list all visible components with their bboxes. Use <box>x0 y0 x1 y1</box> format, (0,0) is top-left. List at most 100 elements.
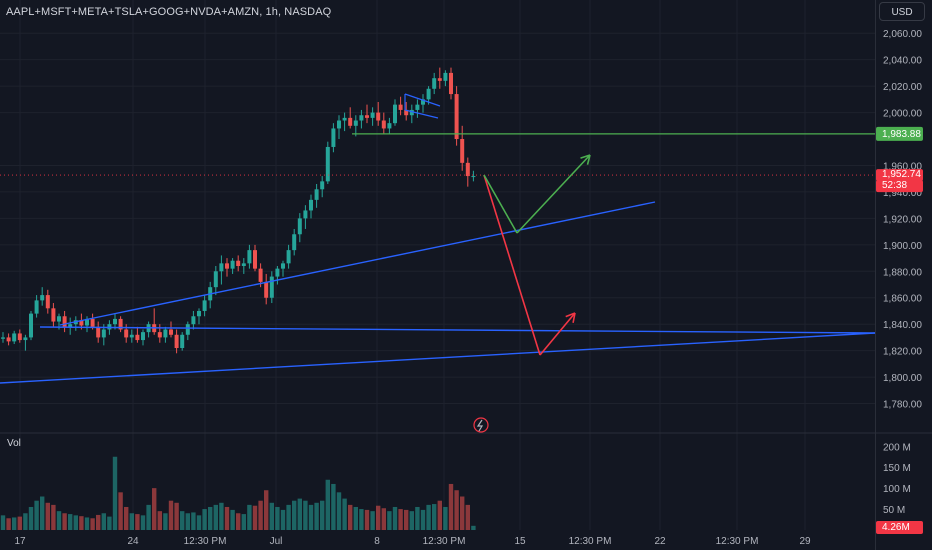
volume-bar <box>180 511 185 530</box>
volume-bar <box>140 515 146 530</box>
candle-body <box>202 300 207 311</box>
volume-bar <box>124 506 129 530</box>
volume-bar <box>213 504 218 530</box>
volume-bar <box>342 498 347 530</box>
candle-body <box>421 99 425 105</box>
candle-body <box>62 316 67 327</box>
candle-body <box>40 295 45 301</box>
candle-body <box>85 318 89 326</box>
price-tick-label: 1,900.00 <box>883 241 922 252</box>
candle-body <box>443 72 448 81</box>
volume-bar <box>68 514 73 530</box>
volume-bar <box>112 456 118 530</box>
candle-body <box>432 78 437 89</box>
volume-bar <box>168 500 174 530</box>
volume-bar <box>387 511 392 530</box>
volume-bar <box>135 514 140 530</box>
candle-body <box>320 181 325 190</box>
time-tick-label: 17 <box>14 536 26 547</box>
candle-body <box>303 210 308 219</box>
candle-body <box>415 104 420 110</box>
candle-body <box>163 329 168 338</box>
volume-bar <box>224 506 230 530</box>
candle-body <box>359 115 364 121</box>
volume-bar <box>404 509 409 530</box>
candle-body <box>68 324 73 327</box>
projection-arrow-green-head <box>586 154 591 165</box>
candle-body <box>124 329 129 338</box>
volume-bars <box>0 456 476 530</box>
candle-body <box>191 316 196 325</box>
volume-bar <box>90 518 95 530</box>
candle-body <box>460 139 465 163</box>
volume-bar <box>219 502 224 530</box>
price-badge-red <box>876 169 923 182</box>
trend-line <box>39 326 876 334</box>
candle-body <box>269 276 274 298</box>
volume-bar <box>269 502 274 530</box>
time-tick-label: Jul <box>270 536 283 547</box>
time-tick-label: 12:30 PM <box>716 536 759 547</box>
volume-bar <box>280 509 286 530</box>
volume-bar <box>23 513 28 530</box>
price-badge-red-text: 1,952.74 <box>882 169 921 180</box>
candle-body <box>398 104 403 110</box>
volume-bar <box>196 515 202 530</box>
volume-bar <box>415 506 420 530</box>
price-tick-label: 1,820.00 <box>883 347 922 358</box>
trend-line <box>59 201 656 326</box>
projection-arrow-red-head <box>565 312 576 318</box>
projection-arrow-green <box>483 174 518 234</box>
volume-bar <box>208 506 213 530</box>
candle-body <box>426 88 431 100</box>
volume-bar <box>163 513 168 530</box>
projection-arrow-green <box>516 154 591 234</box>
candle-body <box>197 310 201 317</box>
price-tick-label: 1,860.00 <box>883 294 922 305</box>
time-tick-label: 12:30 PM <box>184 536 227 547</box>
volume-tick-label: 150 M <box>883 463 911 474</box>
volume-bar <box>258 500 263 530</box>
candle-body <box>230 260 235 269</box>
price-tick-label: 1,960.00 <box>883 161 922 172</box>
time-tick-label: 15 <box>514 536 526 547</box>
volume-bar <box>40 496 45 530</box>
volume-bar <box>252 505 258 530</box>
volume-bar <box>51 504 56 530</box>
candle-body <box>90 318 95 327</box>
volume-bar <box>84 517 90 530</box>
currency-button[interactable]: USD <box>879 2 925 21</box>
time-tick-label: 22 <box>654 536 666 547</box>
volume-bar <box>101 513 106 530</box>
candle-body <box>241 263 246 266</box>
volume-bar <box>34 500 39 530</box>
candle-body <box>174 334 179 348</box>
volume-tick-label: 50 M <box>883 505 905 516</box>
volume-bar <box>398 509 403 530</box>
volume-bar <box>364 509 370 530</box>
candle-body <box>225 263 229 269</box>
volume-bar <box>460 496 465 530</box>
volume-bar <box>56 511 62 530</box>
candle-body <box>365 115 369 118</box>
volume-bar <box>308 504 314 530</box>
volume-bar <box>79 516 84 530</box>
volume-bar <box>320 500 325 530</box>
projection-arrow-red-head <box>572 312 576 323</box>
volume-bar <box>454 490 459 530</box>
candle-body <box>393 104 397 124</box>
projection-arrow-red <box>539 312 576 356</box>
volume-bar <box>409 511 414 530</box>
candle-body <box>331 128 336 147</box>
volume-tick-label: 100 M <box>883 484 911 495</box>
volume-bar <box>230 509 235 530</box>
candle-body <box>342 117 347 121</box>
volume-bar <box>247 504 252 530</box>
price-tick-label: 1,940.00 <box>883 188 922 199</box>
candle-body <box>57 316 61 322</box>
symbol-title: AAPL+MSFT+META+TSLA+GOOG+NVDA+AMZN, 1h, … <box>6 6 332 18</box>
candle-body <box>409 109 414 116</box>
volume-bar <box>471 525 476 530</box>
candle-body <box>219 263 224 272</box>
